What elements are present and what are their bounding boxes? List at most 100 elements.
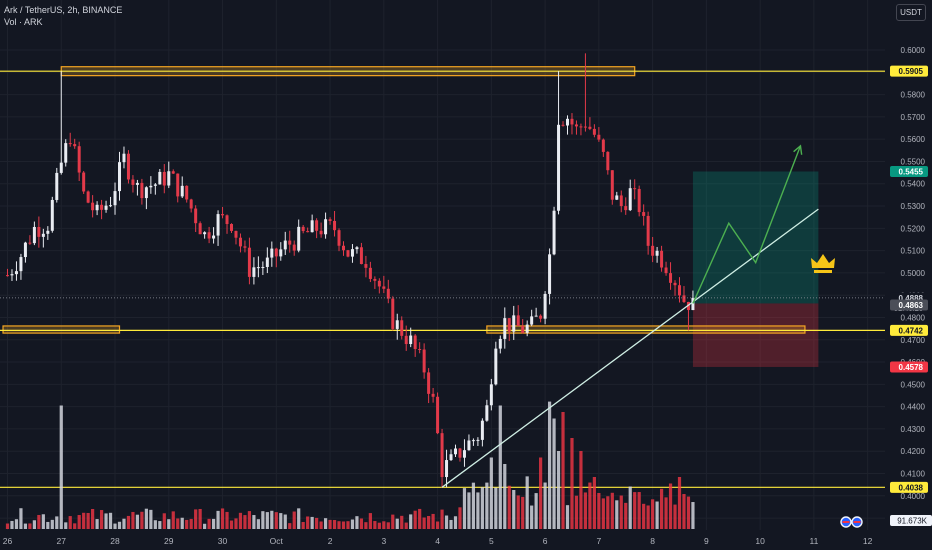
- candle[interactable]: [503, 307, 507, 349]
- candle[interactable]: [252, 257, 256, 285]
- candle[interactable]: [153, 183, 157, 195]
- candle[interactable]: [471, 438, 475, 446]
- candle[interactable]: [185, 185, 189, 203]
- candle[interactable]: [539, 314, 543, 323]
- candle[interactable]: [140, 178, 144, 205]
- symbol-title[interactable]: Ark / TetherUS, 2h, BINANCE: [4, 5, 123, 15]
- candle[interactable]: [310, 214, 314, 233]
- candle[interactable]: [50, 196, 54, 233]
- candle[interactable]: [279, 242, 283, 261]
- candle[interactable]: [395, 313, 399, 340]
- candle[interactable]: [167, 161, 171, 189]
- candle[interactable]: [530, 309, 534, 327]
- candle[interactable]: [391, 296, 395, 331]
- candle[interactable]: [189, 198, 193, 213]
- candle[interactable]: [440, 428, 444, 488]
- candle[interactable]: [297, 219, 301, 253]
- candle[interactable]: [633, 179, 637, 200]
- candle[interactable]: [212, 227, 216, 244]
- candle[interactable]: [521, 319, 525, 334]
- candle[interactable]: [409, 327, 413, 348]
- volume-indicator-label[interactable]: Vol · ARK: [4, 17, 43, 27]
- candle[interactable]: [158, 168, 162, 185]
- candle[interactable]: [552, 206, 556, 256]
- candle[interactable]: [642, 204, 646, 226]
- candle[interactable]: [368, 261, 372, 283]
- candle[interactable]: [592, 124, 596, 138]
- candle[interactable]: [516, 305, 520, 327]
- candle[interactable]: [261, 261, 265, 275]
- candle[interactable]: [664, 261, 668, 276]
- candle[interactable]: [41, 228, 45, 248]
- candle[interactable]: [37, 216, 41, 248]
- candle[interactable]: [386, 279, 390, 304]
- candle[interactable]: [109, 196, 113, 208]
- candle[interactable]: [373, 276, 377, 289]
- candle[interactable]: [418, 342, 422, 354]
- candle[interactable]: [431, 387, 435, 403]
- candle[interactable]: [135, 179, 139, 196]
- candle[interactable]: [270, 241, 274, 267]
- candle[interactable]: [225, 214, 229, 234]
- candle[interactable]: [561, 121, 565, 127]
- candle[interactable]: [364, 255, 368, 278]
- candle[interactable]: [548, 248, 552, 305]
- candle[interactable]: [557, 71, 561, 215]
- candle[interactable]: [574, 120, 578, 135]
- candle[interactable]: [579, 123, 583, 136]
- candle[interactable]: [14, 261, 18, 281]
- candle[interactable]: [68, 132, 72, 147]
- candle[interactable]: [480, 418, 484, 447]
- candle[interactable]: [655, 246, 659, 263]
- candle[interactable]: [171, 169, 175, 175]
- candle[interactable]: [543, 291, 547, 325]
- candle[interactable]: [131, 175, 135, 193]
- candle[interactable]: [122, 146, 126, 169]
- candle[interactable]: [467, 434, 471, 451]
- candle[interactable]: [422, 343, 426, 379]
- candle[interactable]: [238, 233, 242, 253]
- candle[interactable]: [651, 236, 655, 263]
- candle[interactable]: [324, 212, 328, 239]
- currency-badge[interactable]: USDT: [896, 4, 926, 21]
- candle[interactable]: [198, 221, 202, 235]
- stop-loss-zone[interactable]: [692, 303, 819, 367]
- candle[interactable]: [588, 117, 592, 131]
- candle[interactable]: [610, 170, 614, 205]
- candle[interactable]: [265, 247, 269, 274]
- candle[interactable]: [628, 179, 632, 212]
- candle[interactable]: [534, 307, 538, 317]
- candle[interactable]: [583, 53, 587, 132]
- candle[interactable]: [691, 290, 695, 311]
- candle[interactable]: [274, 247, 278, 268]
- candle[interactable]: [637, 185, 641, 217]
- time-axis[interactable]: 26 27 28 29 30 Oct 2 3 4 5 6 7 8 9 10 11 12: [0, 530, 932, 550]
- candle[interactable]: [19, 253, 23, 280]
- candle[interactable]: [283, 231, 287, 255]
- candle[interactable]: [512, 305, 516, 340]
- candle[interactable]: [306, 227, 310, 233]
- candle[interactable]: [382, 275, 386, 294]
- candle[interactable]: [194, 205, 198, 232]
- candle[interactable]: [566, 115, 569, 135]
- take-profit-zone[interactable]: [692, 171, 819, 304]
- candle[interactable]: [292, 240, 296, 256]
- candle[interactable]: [355, 246, 359, 254]
- candle[interactable]: [660, 245, 664, 272]
- candle[interactable]: [104, 200, 108, 213]
- candle[interactable]: [247, 237, 251, 285]
- candle[interactable]: [28, 235, 32, 245]
- projection-path[interactable]: [692, 145, 802, 304]
- candle[interactable]: [619, 190, 623, 213]
- candle[interactable]: [230, 223, 233, 234]
- candle[interactable]: [46, 226, 50, 240]
- candle[interactable]: [55, 167, 59, 203]
- candle[interactable]: [95, 201, 99, 216]
- candle[interactable]: [359, 242, 363, 265]
- support-right-zone[interactable]: [486, 325, 806, 334]
- candle[interactable]: [180, 176, 184, 199]
- candle[interactable]: [118, 151, 121, 201]
- candle[interactable]: [669, 262, 673, 290]
- candle[interactable]: [221, 206, 225, 219]
- candle[interactable]: [337, 228, 341, 252]
